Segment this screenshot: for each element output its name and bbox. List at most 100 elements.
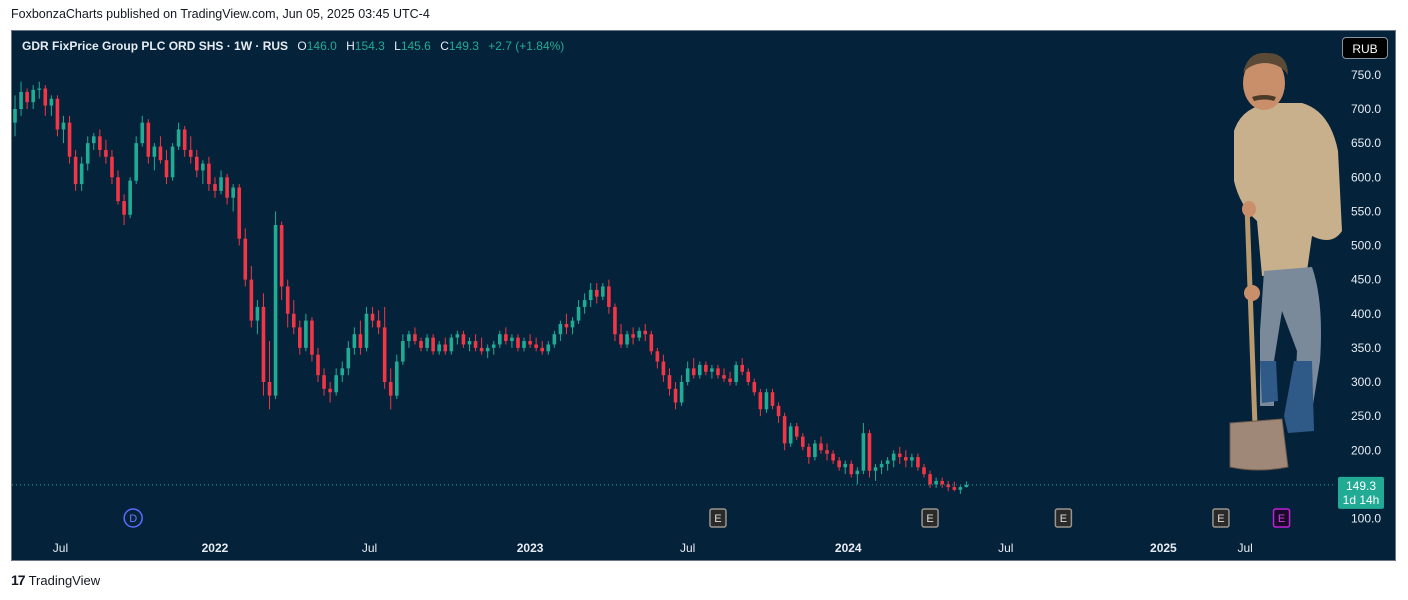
tradingview-logo-text: TradingView: [28, 572, 101, 588]
x-tick-label: 2024: [835, 541, 862, 555]
candle-body: [831, 453, 835, 461]
x-tick-label: Jul: [53, 541, 68, 555]
figure-boot-left: [1260, 361, 1278, 403]
x-tick-label: Jul: [1238, 541, 1253, 555]
candle-body: [637, 330, 641, 338]
legend-high-value: 154.3: [354, 39, 385, 53]
candle-body: [794, 426, 799, 437]
candle-body: [643, 330, 648, 335]
candle-body: [891, 453, 896, 461]
figure-moustache: [1252, 95, 1276, 101]
candle-body: [904, 457, 908, 461]
candle-body: [879, 463, 884, 468]
chart-legend: GDR FixPrice Group PLC ORD SHS · 1W · RU…: [22, 39, 564, 53]
candle-body: [243, 238, 248, 280]
chart-area[interactable]: 100.0 200.0 250.0 300.0 350.0 400.0 450.0 500.0…: [11, 30, 1396, 561]
candle-body: [328, 388, 332, 393]
candle-body: [910, 457, 914, 461]
candle-body: [697, 364, 702, 376]
candle-body: [946, 484, 951, 488]
candle-body: [746, 371, 751, 382]
candle-body: [661, 361, 666, 376]
last-price-countdown: 1d 14h: [1343, 493, 1380, 507]
candle-body: [801, 436, 805, 447]
candle-body: [104, 149, 108, 157]
y-tick-label: 650.0: [1351, 136, 1381, 150]
legend-close-label: C: [440, 39, 449, 53]
candle-body: [67, 122, 72, 157]
candle-body: [479, 347, 484, 352]
earnings-marker[interactable]: [709, 508, 727, 528]
candle-body: [134, 143, 138, 181]
candle-body: [128, 180, 132, 215]
earnings-marker[interactable]: [1272, 508, 1291, 528]
candle-body: [861, 433, 866, 471]
candle-body: [704, 364, 708, 372]
candle-body: [813, 443, 817, 458]
x-tick-label: 2022: [202, 541, 229, 555]
candle-body: [613, 306, 617, 335]
price-chart[interactable]: 100.0 200.0 250.0 300.0 350.0 400.0 450.0 500.0…: [12, 31, 1396, 561]
candle-body: [576, 306, 581, 321]
candle-body: [431, 337, 435, 352]
figure-boot-right: [1284, 361, 1314, 433]
x-tick-label: Jul: [680, 541, 695, 555]
y-tick-label: 700.0: [1351, 102, 1381, 116]
candle-body: [952, 487, 957, 490]
candle-body: [346, 347, 351, 369]
candle-body: [764, 392, 769, 410]
candle-body: [740, 364, 744, 372]
candle-body: [631, 334, 635, 338]
y-tick-label: 550.0: [1351, 204, 1381, 218]
tradingview-logo[interactable]: 17 TradingView: [11, 572, 100, 588]
candle-body: [13, 109, 17, 123]
candle-body: [498, 334, 502, 345]
candle-body: [407, 334, 411, 342]
candle-body: [285, 286, 290, 314]
earnings-marker[interactable]: [1054, 508, 1073, 528]
candle-body: [146, 122, 151, 157]
candle-body: [752, 382, 757, 393]
candle-body: [588, 289, 593, 301]
candle-body: [61, 122, 66, 130]
candle-body: [158, 146, 163, 161]
candle-body: [225, 177, 229, 198]
candle-body: [546, 344, 551, 352]
candle-body: [619, 334, 623, 345]
legend-symbol: GDR FixPrice Group PLC ORD SHS · 1W · RU…: [22, 39, 289, 53]
last-price-badge: [1338, 476, 1384, 509]
x-tick-label: Jul: [362, 541, 377, 555]
candle-body: [837, 460, 841, 468]
candle-body: [164, 160, 169, 178]
candle-body: [443, 344, 448, 352]
currency-button[interactable]: RUB: [1342, 37, 1388, 59]
candle-body: [867, 433, 872, 471]
candle-body: [352, 334, 357, 348]
y-tick-label: 350.0: [1351, 341, 1381, 355]
candle-body: [564, 323, 569, 328]
candle-body: [873, 467, 878, 471]
candle-body: [255, 306, 260, 321]
candle-body: [570, 320, 575, 328]
earnings-marker[interactable]: [1212, 508, 1230, 528]
legend-high-label: H: [346, 39, 355, 53]
dividend-marker[interactable]: [123, 508, 143, 528]
candle-body: [885, 460, 890, 464]
candle-body: [449, 337, 454, 352]
earnings-marker-label: E: [714, 513, 721, 525]
candle-body: [776, 405, 781, 417]
earnings-marker[interactable]: [921, 508, 939, 528]
candle-body: [594, 289, 599, 297]
publish-caption: FoxbonzaCharts published on TradingView.…: [11, 7, 430, 21]
candle-body: [667, 375, 672, 389]
figure-hand-upper: [1242, 201, 1256, 217]
candle-body: [825, 450, 829, 454]
candle-body: [437, 344, 441, 352]
candle-body: [79, 163, 84, 185]
candle-body: [516, 337, 520, 348]
candle-body: [425, 337, 429, 348]
candle-body: [55, 98, 60, 130]
candle-body: [934, 480, 938, 485]
candle-body: [25, 91, 29, 103]
candle-body: [455, 334, 460, 338]
